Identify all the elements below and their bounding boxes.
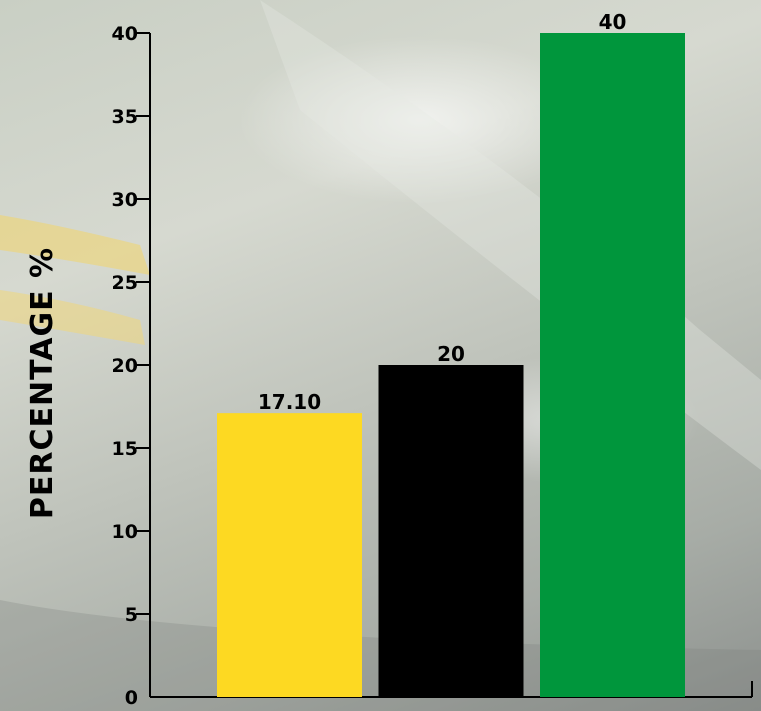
bar-value-label: 20 <box>437 342 465 366</box>
y-axis-ticks: 0 5 10 15 20 25 30 35 40 <box>112 23 150 709</box>
bar <box>540 33 685 697</box>
y-tick-label: 30 <box>112 189 138 211</box>
bar-value-label: 40 <box>599 10 627 34</box>
bar-value-labels: 17.10 20 40 <box>258 10 627 414</box>
y-tick-label: 10 <box>112 521 138 543</box>
y-tick-label: 15 <box>112 438 138 460</box>
bars <box>217 33 685 697</box>
y-tick-label: 20 <box>112 355 138 377</box>
bar-value-label: 17.10 <box>258 390 321 414</box>
y-tick-label: 5 <box>125 604 138 626</box>
y-tick-label: 40 <box>112 23 138 45</box>
bar <box>378 365 524 697</box>
y-tick-label: 0 <box>125 687 138 709</box>
y-tick-label: 25 <box>112 272 138 294</box>
y-tick-label: 35 <box>112 106 138 128</box>
y-axis-title: PERCENTAGE % <box>25 247 60 519</box>
bar <box>217 413 362 697</box>
